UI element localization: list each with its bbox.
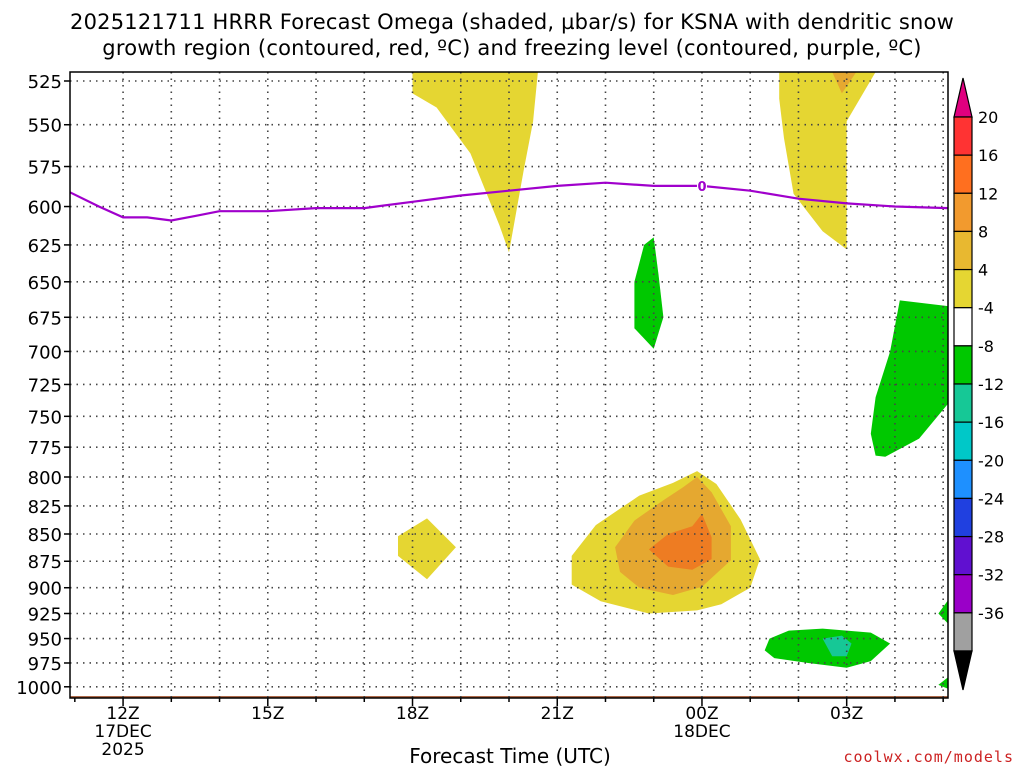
colorbar-segment-6 [953, 345, 973, 385]
y-tick-label-725: 725 [28, 375, 62, 396]
colorbar-segment-11 [953, 535, 973, 576]
colorbar-label--4: -4 [978, 299, 994, 318]
y-tick-label-550: 550 [28, 116, 62, 137]
colorbar-segment-8 [953, 421, 973, 461]
y-tick-label-875: 875 [28, 552, 62, 573]
colorbar-segment-2 [953, 192, 973, 233]
x-tick-label-18Z: 18Z [396, 704, 429, 724]
colorbar-segment-4 [953, 268, 973, 309]
axes-layer: 525 550 575 600 625 650 675 700 725 750 775 800 825 8… [16, 71, 949, 760]
colorbar-segment-13 [953, 612, 973, 652]
colorbar-top-arrow [953, 77, 973, 118]
colorbar-label-8: 8 [978, 222, 988, 241]
y-tick-label-525: 525 [28, 72, 62, 93]
y-tick-label-825: 825 [28, 497, 62, 518]
x-year-label-2025: 2025 [101, 740, 144, 760]
x-tick-label-00Z: 00Z [685, 704, 718, 724]
omega-region-pos4-0 [412, 72, 538, 253]
y-tick-label-650: 650 [28, 273, 62, 294]
x-tick-label-12Z: 12Z [106, 704, 139, 724]
colorbar-label--28: -28 [978, 528, 1004, 547]
x-tick-label-03Z: 03Z [830, 704, 863, 724]
freezing-level-label-bg [696, 178, 707, 193]
y-tick-label-950: 950 [28, 630, 62, 651]
y-tick-label-600: 600 [28, 198, 62, 219]
colorbar-label--20: -20 [978, 451, 1004, 470]
colorbar-label-4: 4 [978, 261, 988, 280]
colorbar: 20 16 12 8 4 -4 -8 -12 -16 -20 -24 -28 -32 -36 [953, 77, 1004, 691]
y-tick-label-900: 900 [28, 579, 62, 600]
chart-title-line-2: growth region (contoured, red, ºC) and f… [102, 36, 922, 60]
y-tick-label-625: 625 [28, 236, 62, 257]
freezing-level-label: 0 [697, 180, 706, 195]
colorbar-bottom-arrow [953, 650, 973, 691]
x-date-label-17DEC: 17DEC [94, 722, 151, 742]
freezing-level-line [69, 181, 949, 222]
colorbar-segment-7 [953, 383, 973, 423]
omega-region-neg4-8 [870, 300, 948, 457]
colorbar-segment-10 [953, 497, 973, 538]
y-tick-label-575: 575 [28, 158, 62, 179]
colorbar-label--8: -8 [978, 337, 994, 356]
colorbar-label--24: -24 [978, 489, 1004, 508]
colorbar-label--16: -16 [978, 413, 1004, 432]
omega-region-neg4-9 [764, 628, 891, 668]
omega-region-pos4-1 [779, 72, 876, 250]
colorbar-label-16: 16 [978, 146, 998, 165]
y-tick-label-750: 750 [28, 407, 62, 428]
omega-region-neg4-7 [634, 237, 664, 349]
colorbar-segment-9 [953, 459, 973, 500]
y-tick-label-700: 700 [28, 342, 62, 363]
colorbar-label--36: -36 [978, 604, 1004, 623]
y-tick-label-775: 775 [28, 438, 62, 459]
chart-title-line-1: 2025121711 HRRR Forecast Omega (shaded, … [70, 10, 954, 34]
colorbar-label--12: -12 [978, 375, 1004, 394]
y-tick-label-800: 800 [28, 468, 62, 489]
y-tick-label-850: 850 [28, 525, 62, 546]
colorbar-segment-1 [953, 154, 973, 194]
colorbar-segment-3 [953, 230, 973, 271]
y-tick-label-975: 975 [28, 654, 62, 675]
colorbar-segment-12 [953, 574, 973, 614]
freezing-level-layer: 0 [69, 178, 949, 222]
y-tick-label-1000: 1000 [16, 678, 62, 699]
y-tick-label-925: 925 [28, 604, 62, 625]
x-tick-label-21Z: 21Z [541, 704, 574, 724]
grid-layer [70, 72, 948, 698]
colorbar-label-20: 20 [978, 108, 998, 127]
omega-region-pos12-6 [648, 513, 712, 570]
y-tick-label-675: 675 [28, 308, 62, 329]
x-axis-label: Forecast Time (UTC) [409, 744, 611, 768]
colorbar-segment-0 [953, 116, 973, 156]
omega-region-neg8-10 [822, 635, 852, 657]
omega-region-pos4-3 [398, 518, 456, 580]
source-credit: coolwx.com/models [843, 748, 1014, 766]
colorbar-label--32: -32 [978, 566, 1004, 585]
colorbar-segment-5 [953, 307, 973, 347]
omega-region-pos8-2 [832, 72, 857, 94]
x-tick-label-15Z: 15Z [251, 704, 284, 724]
x-date-label-18DEC: 18DEC [673, 722, 730, 742]
colorbar-label-12: 12 [978, 184, 998, 203]
